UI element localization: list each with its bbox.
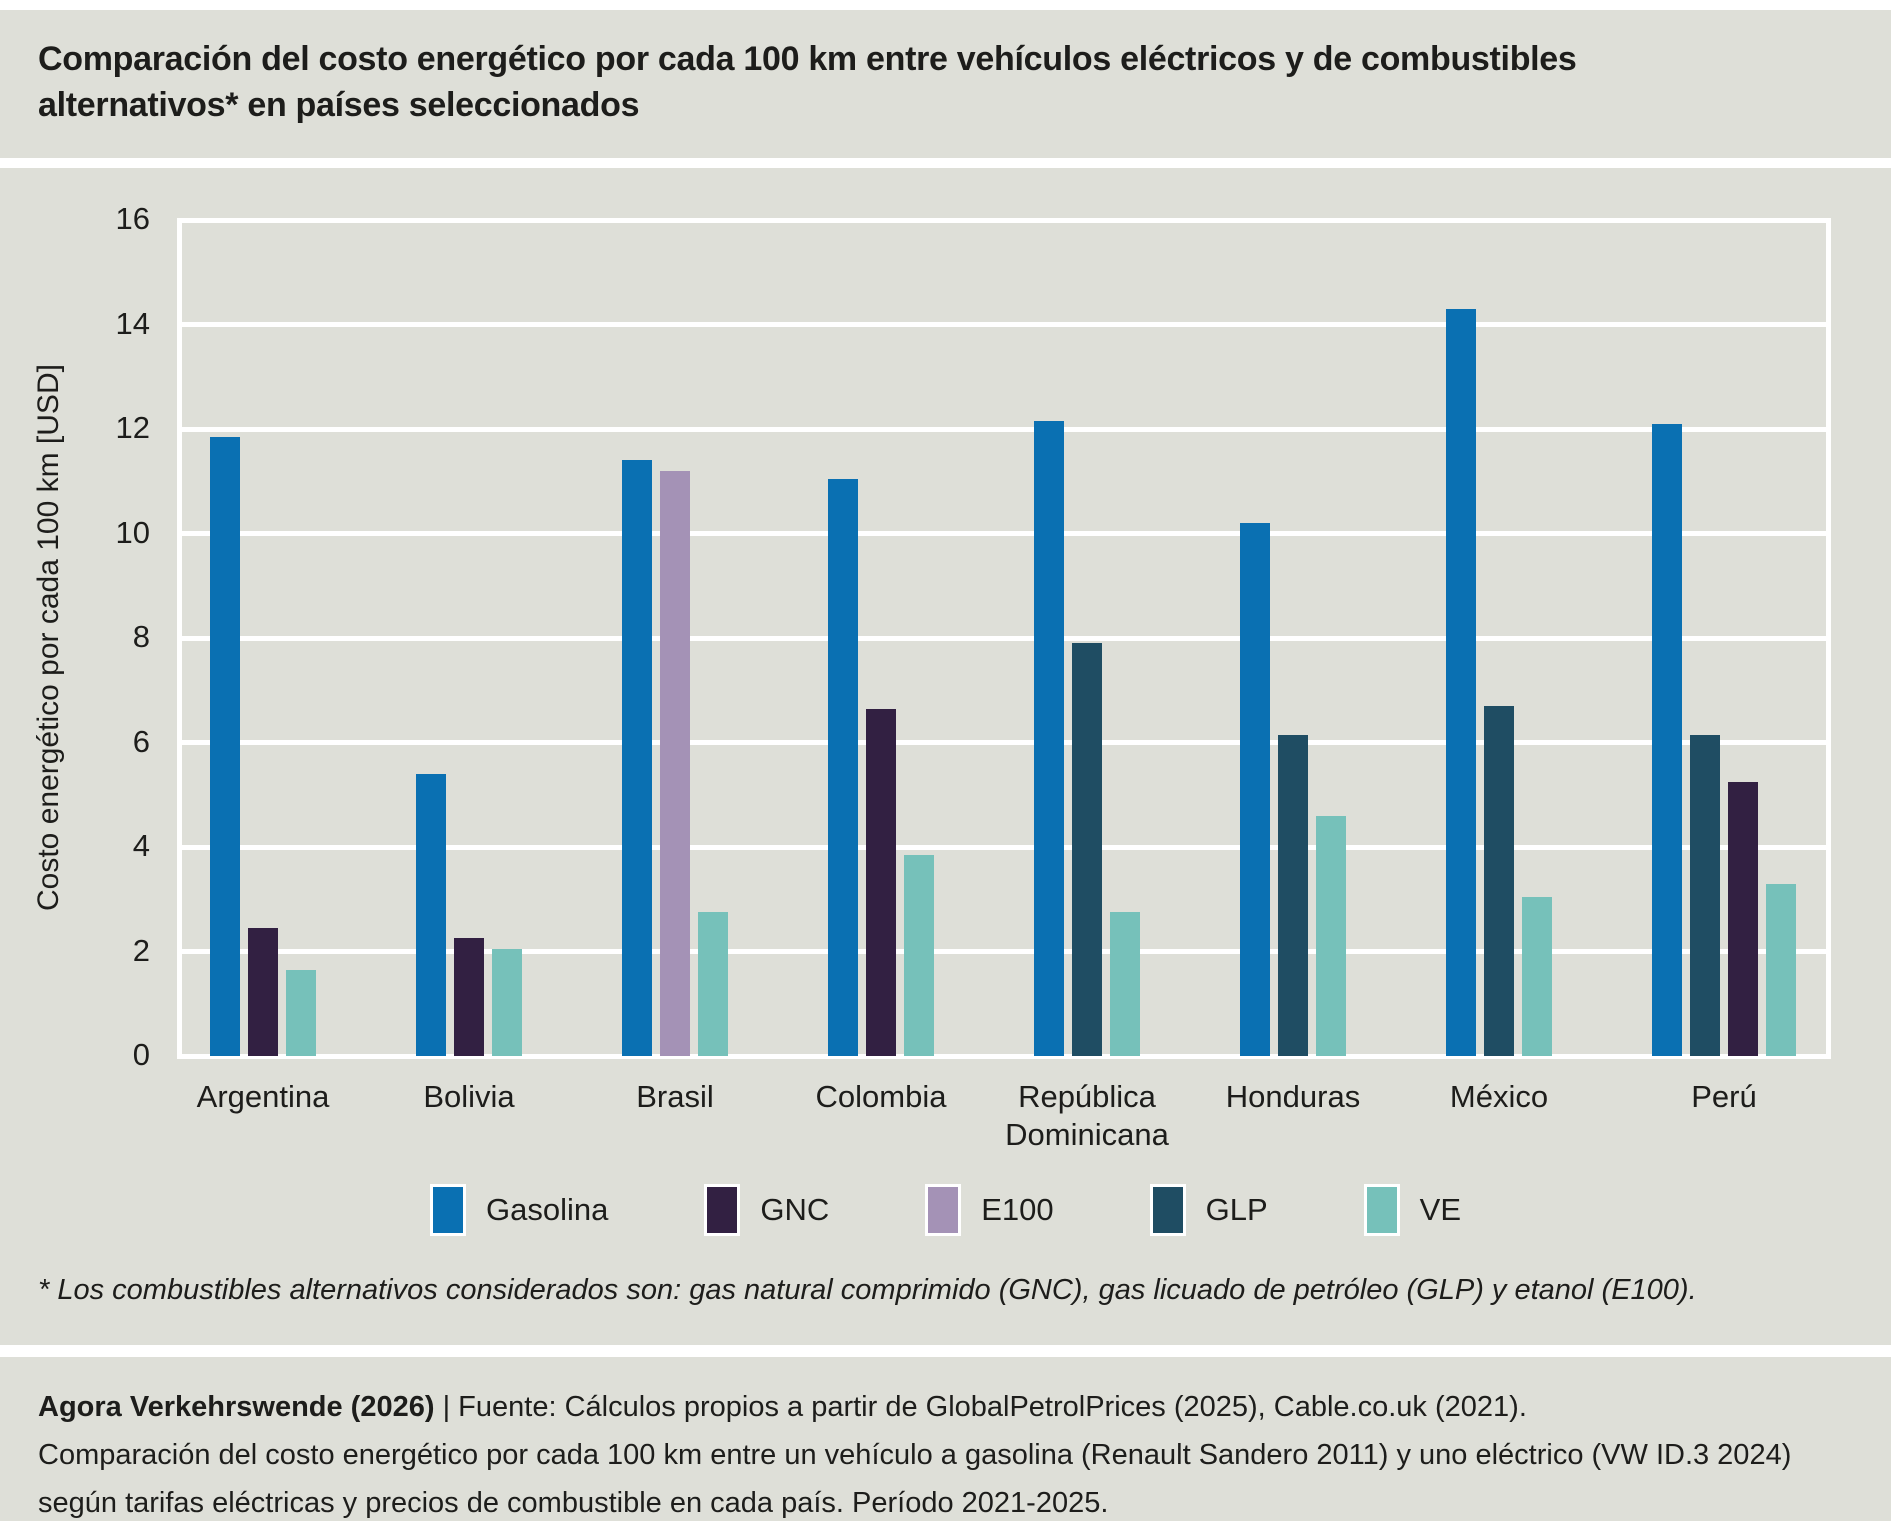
gridline [177, 217, 1831, 223]
legend-item-gnc: GNC [704, 1184, 829, 1236]
bar-mexico-ve [1522, 896, 1552, 1056]
bar-republica-dominicana-ve [1110, 912, 1140, 1056]
gridline [177, 635, 1831, 641]
y-tick-label: 16 [115, 201, 150, 236]
x-label-colombia: Colombia [815, 1079, 947, 1114]
x-label-peru: Perú [1691, 1079, 1757, 1114]
legend-label-gnc: GNC [760, 1192, 830, 1227]
chart-legend: Gasolina GNC E100 GLP VE [0, 1184, 1891, 1236]
y-tick-label: 14 [115, 305, 150, 341]
bar-bolivia-ve [492, 948, 522, 1056]
bar-bolivia-gnc [454, 938, 484, 1056]
gridline [177, 531, 1831, 536]
bar-brasil-e100 [660, 470, 690, 1056]
bar-colombia-gasolina [828, 478, 858, 1056]
bar-mexico-gasolina [1446, 308, 1476, 1056]
source-band: Agora Verkehrswende (2026) | Fuente: Cál… [0, 1357, 1891, 1521]
x-label-brasil: Brasil [636, 1079, 714, 1114]
bar-honduras-gasolina [1240, 523, 1270, 1056]
legend-label-gasolina: Gasolina [485, 1192, 609, 1227]
gridline [177, 322, 1831, 327]
y-tick-label: 0 [132, 1037, 150, 1072]
legend-swatch-gasolina [429, 1184, 466, 1236]
y-tick-label: 10 [115, 514, 150, 550]
bar-peru-ve [1766, 883, 1796, 1056]
legend-swatch-e100 [925, 1184, 962, 1236]
gridline [177, 740, 1831, 745]
y-tick-label: 4 [132, 828, 150, 863]
source-line2: Comparación del costo energético por cad… [38, 1439, 1792, 1471]
bar-peru-gasolina [1652, 423, 1682, 1056]
y-tick-label: 6 [132, 723, 150, 759]
legend-item-e100: E100 [925, 1184, 1054, 1236]
y-tick-label: 8 [132, 619, 150, 654]
bar-republica-dominicana-glp [1072, 643, 1102, 1056]
bar-argentina-ve [286, 969, 316, 1056]
x-label-argentina: Argentina [196, 1079, 330, 1114]
y-tick-label: 12 [115, 410, 150, 445]
x-label-mexico: México [1449, 1079, 1549, 1114]
bar-argentina-gasolina [210, 436, 240, 1056]
legend-item-glp: GLP [1149, 1184, 1268, 1236]
bar-honduras-glp [1278, 734, 1308, 1056]
legend-label-e100: E100 [981, 1192, 1054, 1227]
bar-argentina-gnc [248, 927, 278, 1056]
legend-label-glp: GLP [1205, 1192, 1268, 1227]
source-publisher: Agora Verkehrswende (2026) [38, 1391, 435, 1423]
bar-republica-dominicana-gasolina [1034, 421, 1064, 1056]
bar-brasil-gasolina [622, 460, 652, 1056]
legend-label-ve: VE [1419, 1192, 1462, 1227]
legend-item-gasolina: Gasolina [429, 1184, 609, 1236]
source-line1: | Fuente: Cálculos propios a partir de G… [434, 1391, 1527, 1423]
legend-swatch-ve [1363, 1184, 1400, 1236]
x-label-honduras: Honduras [1225, 1079, 1361, 1114]
y-tick-label: 2 [132, 932, 150, 968]
plot-right-edge [1826, 218, 1831, 1058]
plot-left-edge [177, 218, 182, 1058]
bar-peru-glp [1690, 734, 1720, 1056]
bar-brasil-ve [698, 912, 728, 1056]
x-label-bolivia: Bolivia [423, 1079, 515, 1114]
title-band: Comparación del costo energético por cad… [0, 10, 1891, 158]
x-label-republica-dominicana: República Dominicana [1005, 1079, 1169, 1152]
bar-colombia-gnc [866, 708, 896, 1056]
gridline [177, 949, 1831, 954]
bar-bolivia-gasolina [416, 773, 446, 1056]
bar-mexico-glp [1484, 705, 1514, 1056]
legend-swatch-glp [1149, 1184, 1186, 1236]
chart-band: Costo energético por cada 100 km [USD] 0… [0, 168, 1891, 1345]
source-line3: según tarifas eléctricas y precios de co… [38, 1487, 1109, 1519]
legend-swatch-gnc [704, 1184, 741, 1236]
bar-colombia-ve [904, 854, 934, 1056]
source-block: Agora Verkehrswende (2026) | Fuente: Cál… [0, 1357, 1891, 1521]
bar-peru-gnc [1728, 781, 1758, 1056]
gridline [177, 1053, 1831, 1059]
gridline [177, 844, 1831, 850]
footnote: * Los combustibles alternativos consider… [38, 1274, 1697, 1306]
gridline [177, 426, 1831, 432]
legend-item-ve: VE [1363, 1184, 1462, 1236]
page-title: Comparación del costo energético por cad… [38, 40, 1577, 124]
bar-honduras-ve [1316, 815, 1346, 1056]
